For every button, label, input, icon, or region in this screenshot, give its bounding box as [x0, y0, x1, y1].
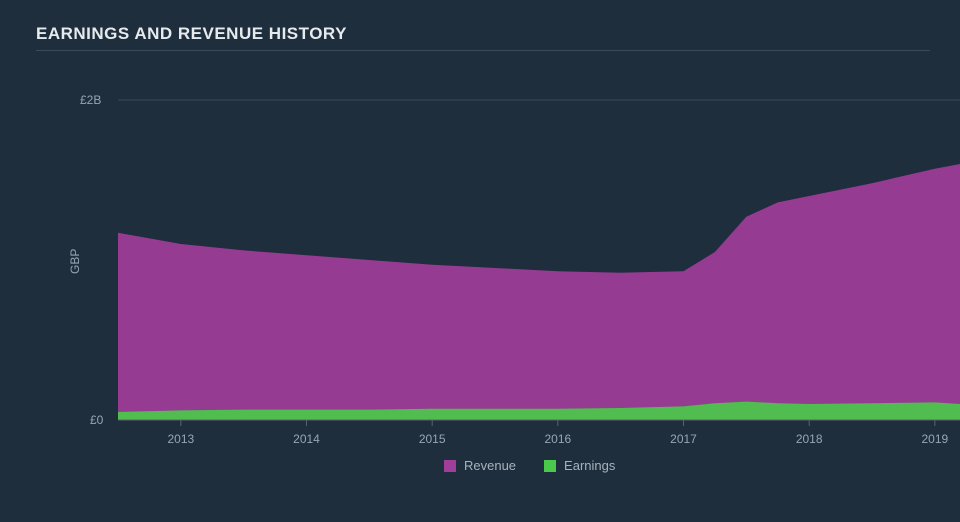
- legend-swatch: [444, 460, 456, 472]
- chart-svg: [36, 60, 960, 440]
- x-tick-label: 2018: [796, 432, 823, 446]
- legend-item-revenue: Revenue: [444, 458, 516, 473]
- x-tick-label: 2017: [670, 432, 697, 446]
- x-tick-label: 2013: [167, 432, 194, 446]
- x-tick-label: 2016: [544, 432, 571, 446]
- x-tick-label: 2014: [293, 432, 320, 446]
- y-tick-top: £2B: [80, 93, 101, 107]
- chart-legend: Revenue Earnings: [444, 458, 615, 473]
- x-tick-label: 2019: [922, 432, 949, 446]
- legend-label: Revenue: [464, 458, 516, 473]
- legend-swatch: [544, 460, 556, 472]
- x-tick-label: 2015: [419, 432, 446, 446]
- legend-label: Earnings: [564, 458, 615, 473]
- chart-container: £2B £0 GBP 2013201420152016201720182019 …: [36, 60, 930, 490]
- y-tick-bottom: £0: [90, 413, 103, 427]
- chart-title: EARNINGS AND REVENUE HISTORY: [36, 24, 347, 44]
- title-divider: [36, 50, 930, 51]
- series-area-revenue: [118, 164, 960, 420]
- legend-item-earnings: Earnings: [544, 458, 615, 473]
- y-axis-title: GBP: [68, 249, 82, 274]
